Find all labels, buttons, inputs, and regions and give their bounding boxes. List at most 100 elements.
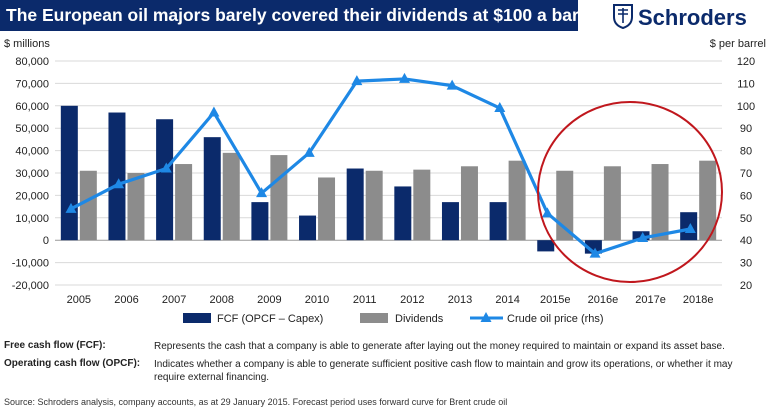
- oil-price-marker: [256, 187, 268, 198]
- source-note: Source: Schroders analysis, company acco…: [4, 397, 508, 407]
- y-tick-label: 0: [43, 235, 49, 247]
- x-tick-label: 2013: [448, 294, 472, 306]
- forecast-circle: [537, 101, 723, 283]
- legend-swatch-oil-marker: [480, 312, 492, 322]
- dividend-bar: [79, 170, 97, 241]
- left-axis-unit: $ millions: [4, 38, 50, 50]
- right-axis-unit: $ per barrel: [709, 38, 766, 50]
- oil-price-marker: [494, 102, 506, 113]
- dividend-bar: [175, 164, 193, 241]
- y-tick-label: 10,000: [15, 213, 49, 225]
- y-tick-label: -10,000: [12, 258, 49, 270]
- definition-text: Indicates whether a company is able to g…: [154, 359, 733, 383]
- x-tick-label: 2012: [400, 294, 424, 306]
- fcf-bar: [251, 202, 269, 241]
- oil-price-line: [65, 72, 696, 258]
- y2-tick-label: 50: [740, 213, 752, 225]
- legend-label-oil: Crude oil price (rhs): [507, 313, 604, 325]
- title-banner: The European oil majors barely covered t…: [0, 0, 600, 31]
- x-tick-label: 2007: [162, 294, 186, 306]
- y-tick-label: -20,000: [12, 280, 49, 292]
- right-axis-tick-labels: 20 30 40 50 60 70 80 90 100 110 120: [737, 56, 755, 292]
- dividend-bar: [413, 169, 431, 241]
- definitions: Free cash flow (FCF): Represents the cas…: [4, 340, 766, 389]
- oil-price-marker: [65, 202, 77, 213]
- fcf-bar: [346, 168, 364, 241]
- dividend-bar: [127, 173, 145, 241]
- fcf-bar: [108, 112, 126, 241]
- legend: FCF (OPCF – Capex) Dividends Crude oil pri…: [183, 312, 604, 325]
- oil-price-marker: [303, 146, 315, 157]
- dividend-bar: [222, 152, 240, 241]
- dividend-bar: [651, 164, 669, 241]
- fcf-bar: [489, 202, 507, 241]
- definition-term: Operating cash flow (OPCF):: [4, 358, 141, 369]
- dividend-bar: [508, 160, 526, 241]
- y2-tick-label: 100: [737, 101, 755, 113]
- y2-tick-label: 90: [740, 123, 752, 135]
- x-tick-label: 2010: [305, 294, 329, 306]
- y-tick-label: 20,000: [15, 190, 49, 202]
- dividend-bar: [318, 177, 336, 241]
- y2-tick-label: 120: [737, 56, 755, 68]
- y2-tick-label: 30: [740, 258, 752, 270]
- schroders-logo: Schroders: [612, 3, 770, 31]
- forecast-ellipse: [537, 101, 723, 283]
- fcf-bar: [299, 215, 317, 241]
- oil-price-polyline: [70, 77, 691, 256]
- y2-tick-label: 40: [740, 235, 752, 247]
- y-tick-label: 30,000: [15, 168, 49, 180]
- dividend-bar: [270, 155, 288, 241]
- dividend-bar: [365, 170, 383, 241]
- definition-text: Represents the cash that a company is ab…: [154, 341, 725, 352]
- fcf-bar: [441, 202, 459, 241]
- oil-price-marker: [113, 178, 125, 189]
- oil-price-marker: [208, 106, 220, 117]
- definition-term: Free cash flow (FCF):: [4, 340, 106, 351]
- oil-price-marker: [637, 231, 649, 242]
- dividend-bar: [460, 166, 478, 241]
- chart-title: The European oil majors barely covered t…: [6, 5, 601, 25]
- x-tick-label: 2014: [495, 294, 519, 306]
- dividend-bar: [603, 166, 621, 241]
- y-tick-label: 40,000: [15, 146, 49, 158]
- oil-price-marker: [351, 75, 363, 86]
- x-tick-label: 2009: [257, 294, 281, 306]
- x-tick-label: 2005: [67, 294, 91, 306]
- y2-tick-label: 70: [740, 168, 752, 180]
- x-tick-label: 2006: [114, 294, 138, 306]
- y2-tick-label: 80: [740, 146, 752, 158]
- oil-price-marker: [589, 247, 601, 258]
- x-axis-tick-labels: 2005 2006 2007 2008 2009 2010 2011 2012 2013 2014…: [67, 294, 714, 306]
- y2-tick-label: 110: [737, 78, 755, 90]
- definition-fcf: Free cash flow (FCF): Represents the cas…: [4, 340, 766, 353]
- left-axis-tick-labels: -20,000 -10,000 0 10,000 20,000 30,000 40,000 5…: [12, 56, 49, 292]
- y-tick-label: 80,000: [15, 56, 49, 68]
- y2-tick-label: 20: [740, 280, 752, 292]
- legend-swatch-dividends: [360, 313, 388, 323]
- brand-name: Schroders: [638, 5, 747, 30]
- legend-swatch-fcf: [183, 313, 211, 323]
- y2-tick-label: 60: [740, 190, 752, 202]
- x-tick-label: 2011: [353, 294, 377, 306]
- x-tick-label: 2018e: [683, 294, 714, 306]
- legend-label-fcf: FCF (OPCF – Capex): [217, 313, 323, 325]
- y-tick-label: 50,000: [15, 123, 49, 135]
- oil-price-marker: [446, 79, 458, 90]
- dividend-bar: [699, 160, 717, 241]
- fcf-bar: [156, 119, 174, 241]
- fcf-bar: [394, 186, 412, 241]
- fcf-bar: [537, 240, 555, 252]
- y-tick-label: 60,000: [15, 101, 49, 113]
- x-tick-label: 2016e: [588, 294, 619, 306]
- crest-icon: [613, 4, 633, 29]
- x-tick-label: 2015e: [540, 294, 571, 306]
- oil-price-marker: [160, 162, 172, 173]
- chart: -20,000 -10,000 0 10,000 20,000 30,000 40,000 5…: [12, 56, 755, 325]
- definition-opcf: Operating cash flow (OPCF): Indicates wh…: [4, 358, 766, 384]
- oil-price-marker: [399, 72, 410, 83]
- x-tick-label: 2017e: [635, 294, 666, 306]
- legend-label-dividends: Dividends: [395, 313, 444, 325]
- oil-price-marker: [541, 207, 553, 218]
- x-tick-label: 2008: [210, 294, 234, 306]
